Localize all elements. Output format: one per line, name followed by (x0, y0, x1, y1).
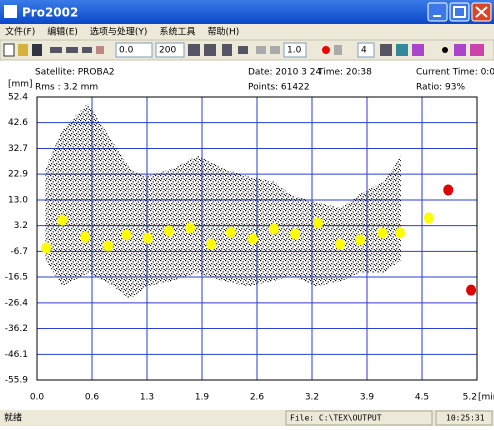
x-tick-label: 1.3 (140, 393, 154, 403)
y-tick-label: -36.2 (5, 324, 28, 334)
status-bar (0, 410, 494, 426)
status-field (435, 410, 493, 426)
x-tick-label: 2.6 (250, 393, 265, 403)
field-value: 0.0 (119, 46, 134, 56)
data-point (142, 232, 153, 244)
window-title: Pro2002 (22, 6, 78, 20)
y-tick-label: -16.5 (5, 273, 28, 283)
field-value: 4 (361, 46, 367, 56)
point-cloud (45, 103, 401, 300)
y-tick-label: -46.1 (5, 350, 28, 360)
status-clock: 10:25:31 (446, 414, 485, 423)
data-point (334, 238, 345, 250)
maximize-button[interactable] (449, 2, 470, 22)
app-icon (4, 5, 17, 18)
y-tick-label: 22.9 (8, 170, 28, 180)
menu-item[interactable]: 编辑(E) (47, 26, 78, 38)
minimize-button[interactable] (427, 2, 448, 22)
data-point (164, 225, 174, 237)
satellite: Satellite: PROBA2 (35, 68, 115, 78)
menu-item[interactable]: 选项与处理(Y) (90, 26, 148, 38)
y-tick-label: 3.2 (14, 221, 28, 231)
y-tick-label: 52.4 (8, 93, 28, 103)
data-point (312, 217, 323, 229)
window-buttons[interactable] (427, 2, 492, 22)
x-tick-label: 5.2 (463, 393, 477, 403)
icon (433, 15, 441, 17)
icon (475, 6, 488, 18)
text-field[interactable] (115, 42, 153, 58)
data-point (41, 242, 52, 254)
status-field (285, 410, 433, 426)
menu-item[interactable]: 文件(F) (5, 26, 35, 38)
time: Time: 20:38 (317, 68, 372, 78)
current-time: Current Time: 0:00 (416, 68, 494, 78)
toolbar-icons (3, 43, 484, 57)
ratio: Ratio: 93% (416, 83, 465, 93)
x-tick-label: 1.9 (195, 393, 210, 403)
info-panel: Satellite: PROBA2 Date: 2010 3 24 Time: … (35, 68, 494, 93)
points: Points: 61422 (248, 83, 310, 93)
rms: Rms : 3.2 mm (35, 83, 98, 93)
data-point (206, 238, 217, 250)
x-tick-label: 3.9 (360, 393, 375, 403)
data-point (395, 227, 405, 239)
x-tick-label: 3.2 (305, 393, 319, 403)
menu-bar (0, 24, 494, 40)
data-point (103, 240, 114, 252)
text-field[interactable] (155, 42, 185, 58)
plot-border (36, 96, 478, 381)
data-point (80, 231, 91, 243)
data-point (355, 234, 366, 246)
data-point (466, 284, 477, 296)
title-bar (0, 0, 494, 24)
data-point (443, 184, 454, 196)
x-axis-label: [min.] (478, 393, 494, 403)
x-tick-label: 4.5 (415, 393, 429, 403)
text-field[interactable] (357, 42, 375, 58)
menu-item[interactable]: 系统工具 (159, 26, 195, 38)
data-point (423, 212, 434, 224)
x-tick-label: 0.0 (30, 393, 45, 403)
data-point (225, 226, 236, 238)
status-text: 就绪 (4, 412, 22, 424)
data-point (377, 227, 388, 239)
data-point (268, 223, 279, 235)
icon (453, 6, 466, 18)
data-point (121, 229, 132, 241)
data-point (57, 214, 68, 226)
y-tick-label: -26.4 (5, 298, 29, 308)
y-tick-label: 42.6 (8, 118, 28, 128)
y-tick-label: -55.9 (5, 376, 29, 386)
y-tick-label: 13.0 (8, 195, 28, 205)
field-value: 1.0 (287, 46, 302, 56)
y-tick-label: -6.7 (10, 247, 28, 257)
status-file: File: C:\TEX\OUTPUT (290, 414, 382, 423)
y-axis-label: [mm] (8, 80, 33, 90)
data-point (185, 222, 196, 234)
menu-item[interactable]: 帮助(H) (207, 26, 239, 38)
text-field[interactable] (283, 42, 307, 58)
field-value: 200 (159, 46, 176, 56)
y-tick-label: 32.7 (8, 144, 28, 154)
x-tick-label: 0.6 (85, 393, 100, 403)
data-point (290, 228, 301, 240)
data-point (247, 233, 258, 245)
toolbar-fields[interactable]: 0.0 200 1.0 4 (115, 42, 375, 58)
date: Date: 2010 3 24 (248, 68, 321, 78)
